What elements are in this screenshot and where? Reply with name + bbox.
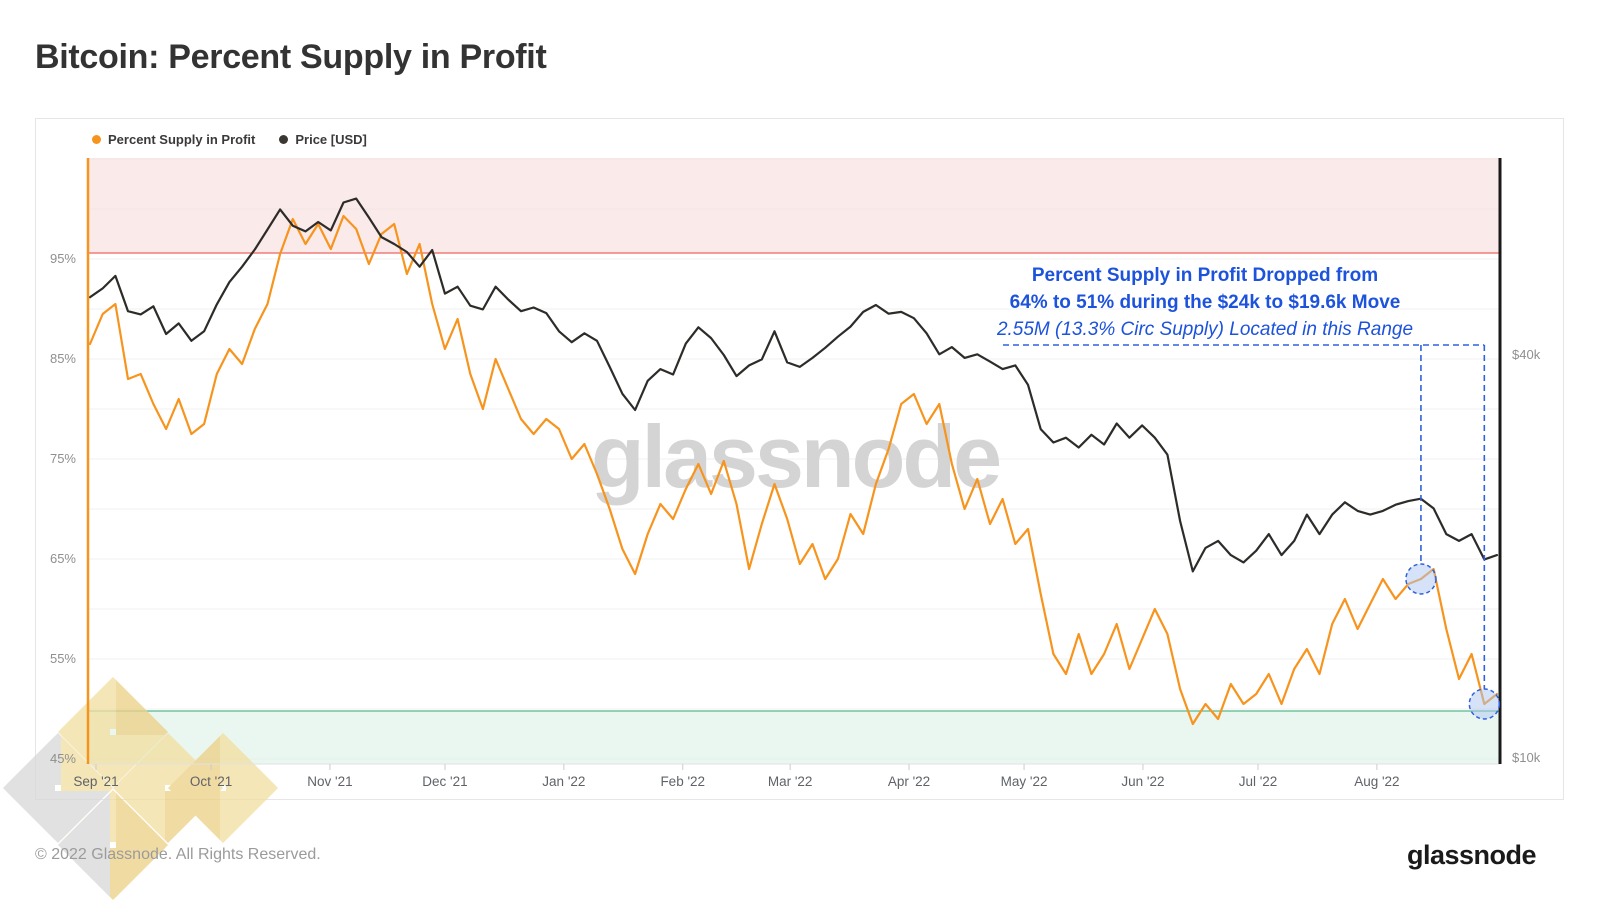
chart-legend: Percent Supply in Profit Price [USD] bbox=[92, 132, 367, 147]
y-axis-tick-label: 75% bbox=[50, 451, 76, 466]
glassnode-logo-watermark bbox=[3, 677, 278, 900]
legend-item-price-usd[interactable]: Price [USD] bbox=[279, 132, 367, 147]
logo-triangle bbox=[58, 793, 110, 897]
x-axis-tick-label: Feb '22 bbox=[660, 774, 705, 789]
page-title: Bitcoin: Percent Supply in Profit bbox=[35, 38, 547, 76]
legend-label: Price [USD] bbox=[295, 132, 367, 147]
y-axis-tick-label: 65% bbox=[50, 551, 76, 566]
chart-annotation: Percent Supply in Profit Dropped from 64… bbox=[945, 262, 1465, 343]
legend-dot-orange-icon bbox=[92, 135, 101, 144]
annotation-line-1: Percent Supply in Profit Dropped from bbox=[1031, 265, 1379, 286]
x-axis-tick-label: Aug '22 bbox=[1354, 774, 1399, 789]
legend-label: Percent Supply in Profit bbox=[108, 132, 256, 147]
annotation-line-3: 2.55M (13.3% Circ Supply) Located in thi… bbox=[996, 319, 1414, 340]
gridlines bbox=[88, 158, 1500, 760]
logo-triangle bbox=[3, 736, 55, 840]
series-line-percent-supply-in-profit bbox=[88, 214, 1499, 726]
y-axis-tick-label: 95% bbox=[50, 251, 76, 266]
tick-labels: 95% 85% 75% 65% 55% 45% $40k $10k Sep '21 Oct '21… bbox=[50, 251, 1541, 789]
annotation-line-2: 64% to 51% during the $24k to $19.6k Mov… bbox=[1009, 292, 1401, 313]
capitulation-zone bbox=[88, 711, 1500, 764]
right-axis-tick-label: $10k bbox=[1512, 750, 1541, 765]
glassnode-brand-wordmark: glassnode bbox=[1406, 840, 1537, 870]
legend-dot-black-icon bbox=[279, 135, 289, 144]
right-axis-tick-label: $40k bbox=[1512, 347, 1541, 362]
x-axis-tick-label: Dec '21 bbox=[422, 774, 467, 789]
y-axis-tick-label: 85% bbox=[50, 351, 76, 366]
x-axis-tick-label: Jun '22 bbox=[1121, 774, 1164, 789]
overheated-zone bbox=[88, 158, 1500, 253]
y-axis-tick-label: 55% bbox=[50, 651, 76, 666]
x-axis-tick-label: May '22 bbox=[1001, 774, 1048, 789]
legend-item-percent-supply-in-profit[interactable]: Percent Supply in Profit bbox=[92, 132, 255, 147]
highlight-circle-51pct bbox=[1468, 688, 1501, 720]
data-series bbox=[88, 197, 1499, 726]
highlight-circle-64pct bbox=[1405, 563, 1437, 595]
glassnode-watermark: glassnode bbox=[591, 407, 999, 506]
annotation-droplines bbox=[1003, 344, 1501, 720]
logo-triangle bbox=[113, 736, 165, 840]
threshold-zones bbox=[88, 158, 1500, 764]
x-axis-tick-label: Sep '21 bbox=[73, 774, 118, 789]
x-axis-tick-label: Jul '22 bbox=[1239, 774, 1278, 789]
x-axis-tick-label: Apr '22 bbox=[888, 774, 930, 789]
x-axis-tick-label: Oct '21 bbox=[190, 774, 232, 789]
x-axis-tick-label: Jan '22 bbox=[542, 774, 585, 789]
y-axis-tick-label: 45% bbox=[50, 751, 76, 766]
x-axis-tick-label: Nov '21 bbox=[307, 774, 352, 789]
logo-triangle bbox=[58, 680, 110, 784]
series-line-price-usd bbox=[88, 197, 1499, 573]
copyright-text: © 2022 Glassnode. All Rights Reserved. bbox=[35, 846, 321, 863]
logo-triangle bbox=[168, 736, 220, 840]
x-axis-tick-label: Mar '22 bbox=[768, 774, 813, 789]
axes bbox=[86, 158, 1502, 765]
